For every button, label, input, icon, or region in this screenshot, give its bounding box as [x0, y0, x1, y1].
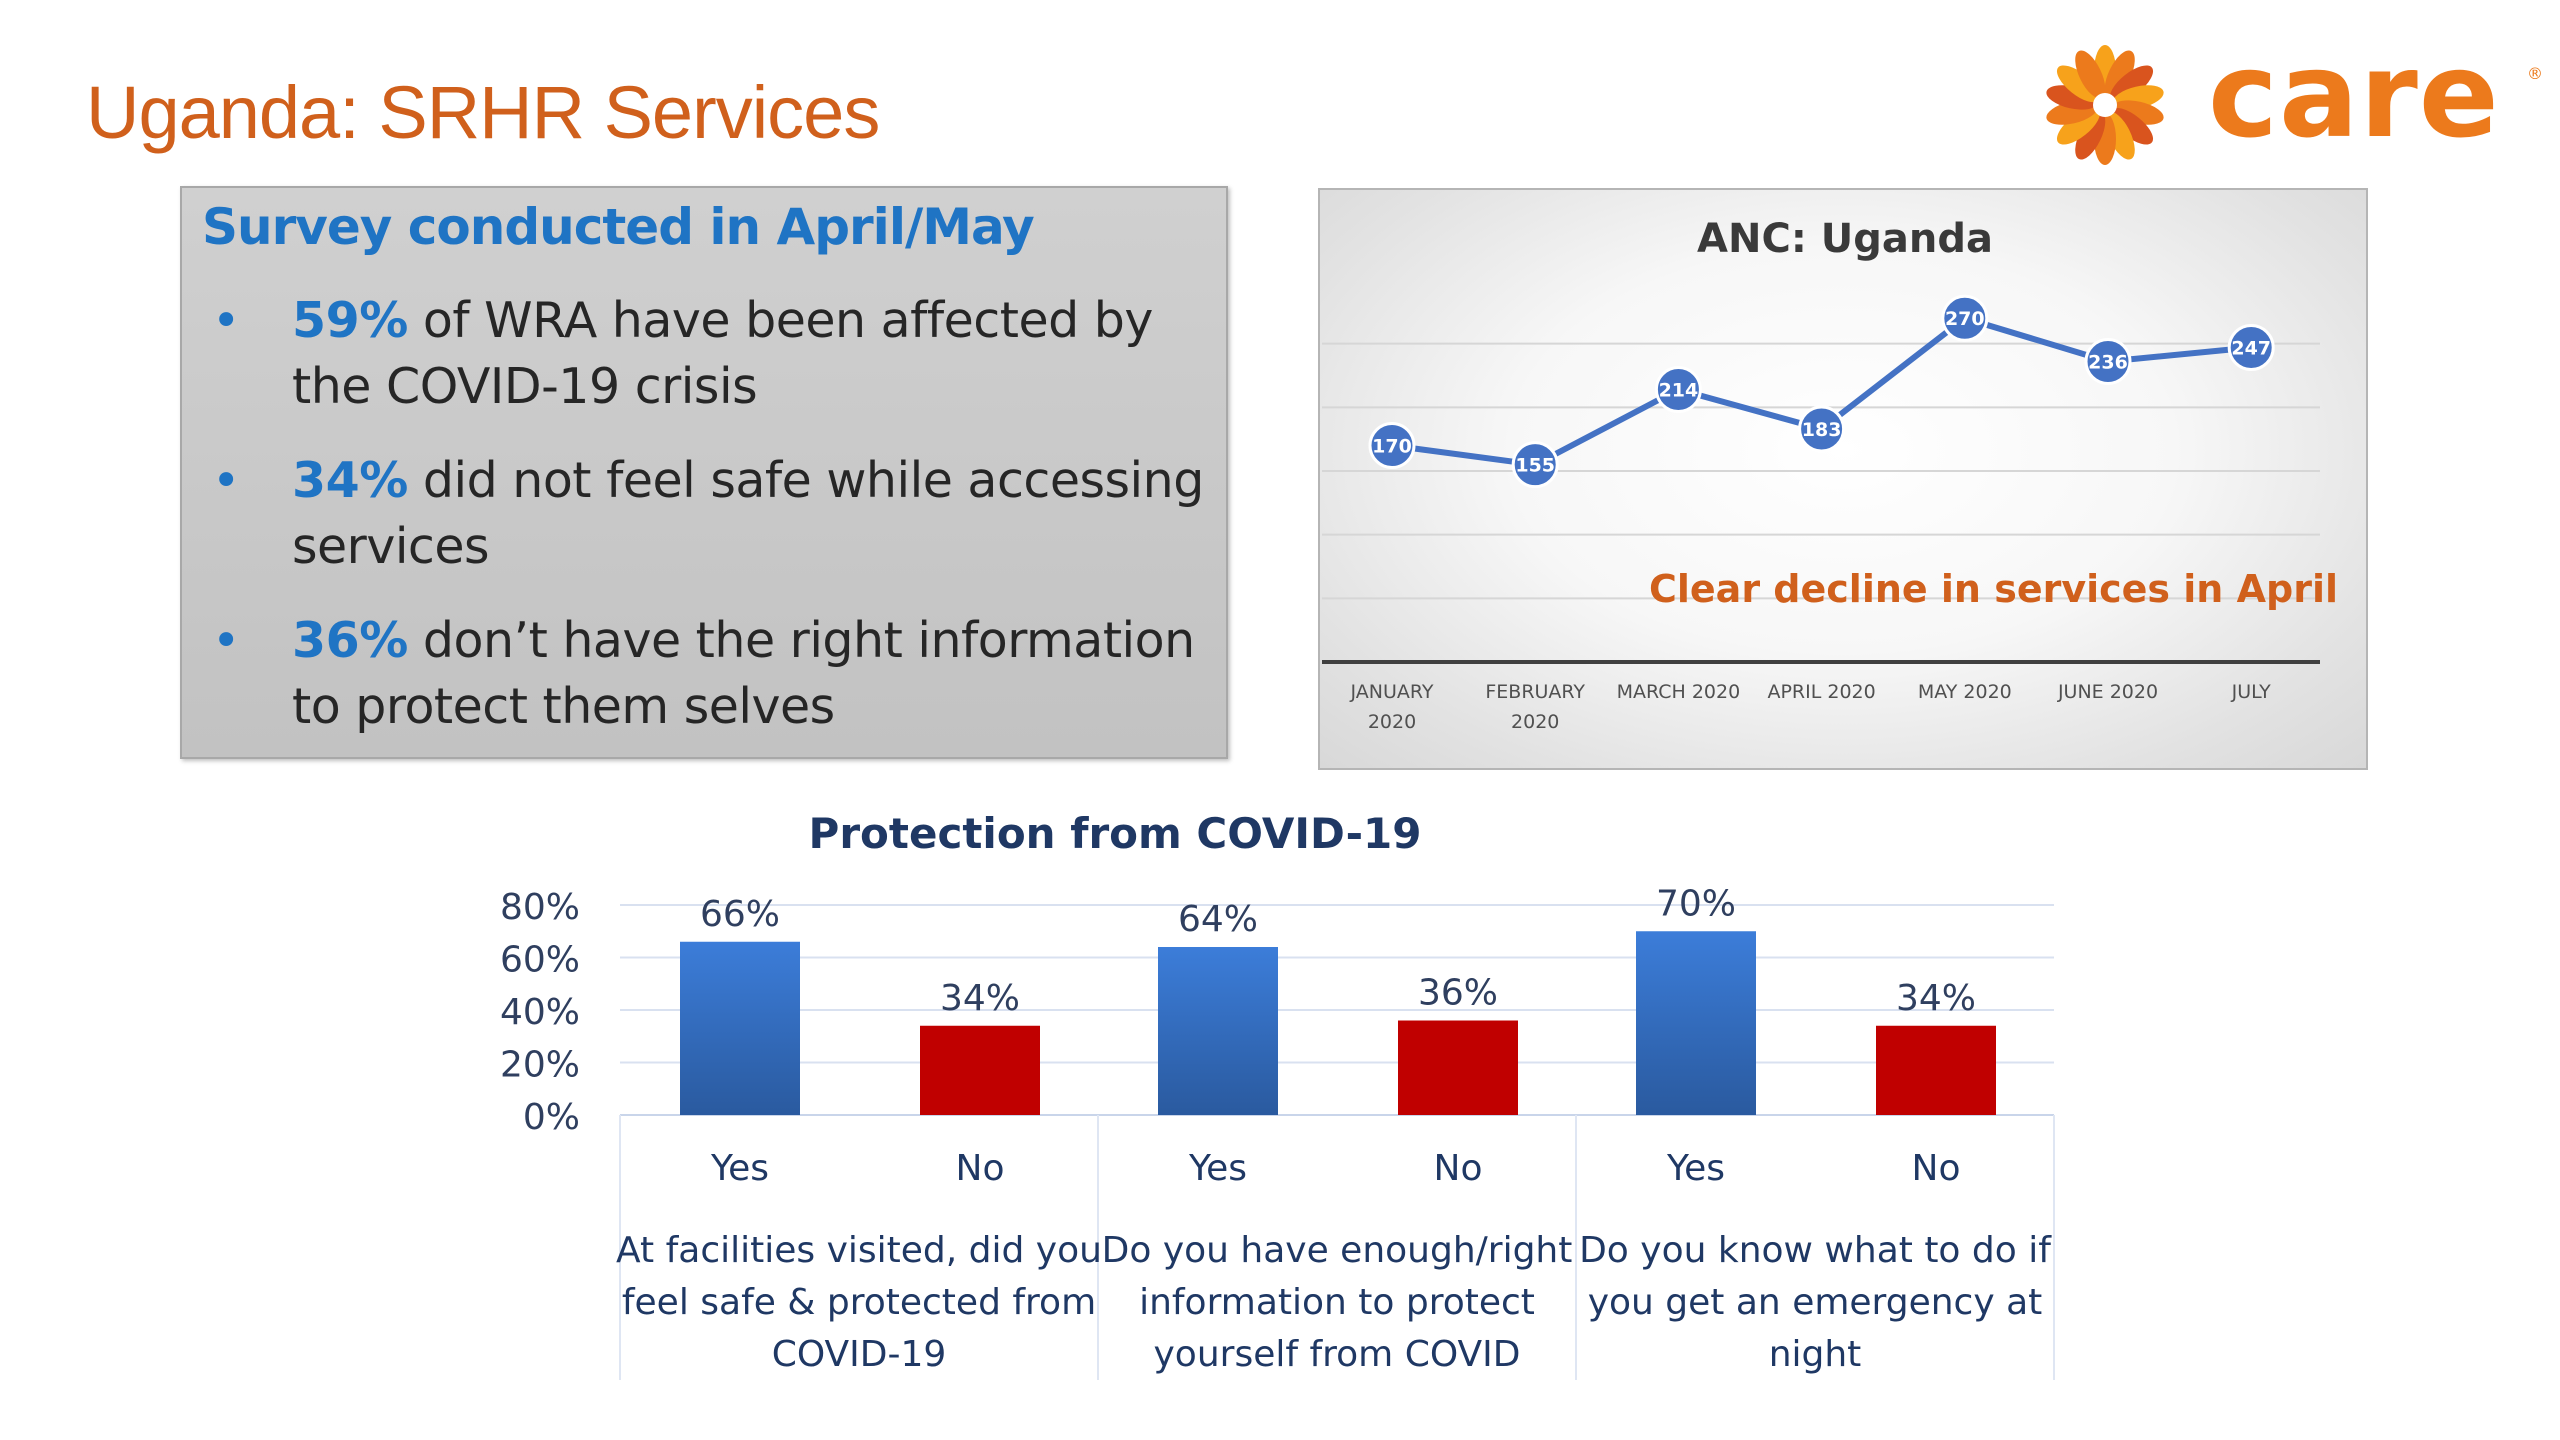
logo-registered-mark: ®	[2527, 64, 2543, 83]
x-tick-label: Yes	[1188, 1148, 1247, 1189]
x-tick-label: No	[956, 1148, 1005, 1189]
chart-title: ANC: Uganda	[1697, 216, 1993, 262]
y-tick-label: 60%	[500, 940, 580, 981]
x-tick-label: Yes	[1666, 1148, 1725, 1189]
anc-line-chart: ANC: Uganda 170 155 214 183 270 236 247 JANUARY 2…	[1322, 216, 2338, 733]
y-tick-label: 80%	[500, 887, 580, 928]
data-label: 236	[2088, 351, 2128, 373]
logo-petal	[2075, 111, 2106, 160]
x-tick-label: JUNE 2020	[2057, 681, 2158, 703]
x-tick-label: 2020	[1368, 711, 1416, 733]
x-tick-label: MARCH 2020	[1617, 681, 1741, 703]
logo-center	[2093, 93, 2117, 117]
bullet-text-line2: to protect them selves	[292, 678, 835, 735]
survey-heading: Survey conducted in April/May	[202, 198, 1035, 256]
data-point	[1798, 405, 1846, 453]
group-question-label: night	[1769, 1334, 1862, 1375]
group-question-label: information to protect	[1139, 1282, 1535, 1323]
data-point	[1511, 441, 1559, 489]
slide-title: Uganda: SRHR Services	[86, 71, 880, 154]
y-tick-label: 0%	[523, 1097, 580, 1138]
group-question-label: COVID-19	[772, 1334, 947, 1375]
x-tick-label: APRIL 2020	[1767, 681, 1875, 703]
care-logo: care ®	[2005, 26, 2545, 170]
survey-summary-box: Survey conducted in April/May • 59% of W…	[180, 186, 1228, 759]
bar-no	[1876, 1025, 1996, 1115]
anc-line-chart-panel: ANC: Uganda 170 155 214 183 270 236 247 JANUARY 2…	[1318, 188, 2368, 770]
y-tick-label: 40%	[500, 992, 580, 1033]
bar-value-label: 70%	[1656, 883, 1736, 924]
x-tick-label: No	[1912, 1148, 1961, 1189]
bullet-dot-icon: •	[212, 293, 241, 349]
data-label: 183	[1802, 419, 1842, 441]
data-label: 214	[1659, 380, 1699, 402]
survey-bullet-list: • 59% of WRA have been affected by the CO…	[202, 288, 1222, 768]
x-tick-label: JANUARY	[1350, 681, 1434, 703]
survey-bullet: • 59% of WRA have been affected by the CO…	[202, 288, 1222, 420]
data-point	[1368, 422, 1416, 470]
bullet-percent: 59%	[292, 292, 408, 349]
data-label: 170	[1372, 436, 1412, 458]
data-label: 247	[2231, 337, 2271, 359]
group-question-label: Do you have enough/right	[1102, 1230, 1573, 1271]
group-question-label: At facilities visited, did you	[616, 1230, 1102, 1271]
bar-yes	[680, 941, 800, 1115]
group-question-label: yourself from COVID	[1154, 1334, 1521, 1375]
x-tick-label: No	[1434, 1148, 1483, 1189]
survey-bullet: • 36% don’t have the right information to…	[202, 608, 1222, 740]
bar-value-label: 64%	[1178, 899, 1258, 940]
chart-annotation: Clear decline in services in April	[1649, 567, 2338, 611]
bar-no	[920, 1025, 1040, 1115]
logo-petal	[2104, 50, 2135, 99]
bar-yes	[1636, 931, 1756, 1115]
bullet-percent: 34%	[292, 452, 408, 509]
x-tick-label: MAY 2020	[1918, 681, 2012, 703]
chart-title: Protection from COVID-19	[809, 809, 1422, 858]
bar-value-label: 34%	[1896, 978, 1976, 1019]
bullet-dot-icon: •	[212, 613, 241, 669]
bar-yes	[1158, 947, 1278, 1115]
bar-value-label: 66%	[700, 894, 780, 935]
x-tick-label: Yes	[710, 1148, 769, 1189]
logo-petal	[2075, 50, 2106, 99]
logo-word: care	[2208, 26, 2500, 164]
group-question-label: Do you know what to do if	[1579, 1230, 2052, 1271]
x-tick-label: JULY	[2231, 681, 2272, 703]
bar-no	[1398, 1020, 1518, 1115]
group-question-label: feel safe & protected from	[622, 1282, 1096, 1323]
y-tick-label: 20%	[500, 1045, 580, 1086]
bar-value-label: 36%	[1418, 973, 1498, 1014]
bullet-text-line1: don’t have the right information	[407, 612, 1195, 669]
data-point	[2084, 337, 2132, 385]
logo-petal	[2110, 107, 2154, 145]
bullet-dot-icon: •	[212, 453, 241, 509]
x-tick-label: 2020	[1511, 711, 1559, 733]
logo-petal	[2056, 65, 2100, 103]
bullet-text-line1: of WRA have been affected by	[407, 292, 1154, 349]
data-point	[2227, 323, 2275, 371]
bullet-text-line2: the COVID-19 crisis	[292, 358, 758, 415]
data-point	[1654, 366, 1702, 414]
bullet-text-line1: did not feel safe while accessing	[407, 452, 1204, 509]
x-tick-label: FEBRUARY	[1485, 681, 1585, 703]
group-question-label: you get an emergency at	[1588, 1282, 2043, 1323]
care-hands-logo-icon	[2046, 45, 2164, 165]
protection-bar-chart-panel: Protection from COVID-19 80% 60% 40% 20% 0% 66…	[490, 790, 2090, 1394]
bullet-text-line2: services	[292, 518, 490, 575]
protection-bar-chart: Protection from COVID-19 80% 60% 40% 20% 0% 66…	[500, 809, 2055, 1380]
bar-value-label: 34%	[940, 978, 1020, 1019]
bullet-percent: 36%	[292, 612, 408, 669]
data-point	[1941, 294, 1989, 342]
data-label: 270	[1945, 308, 1985, 330]
data-label: 155	[1515, 455, 1555, 477]
survey-bullet: • 34% did not feel safe while accessing s…	[202, 448, 1222, 580]
